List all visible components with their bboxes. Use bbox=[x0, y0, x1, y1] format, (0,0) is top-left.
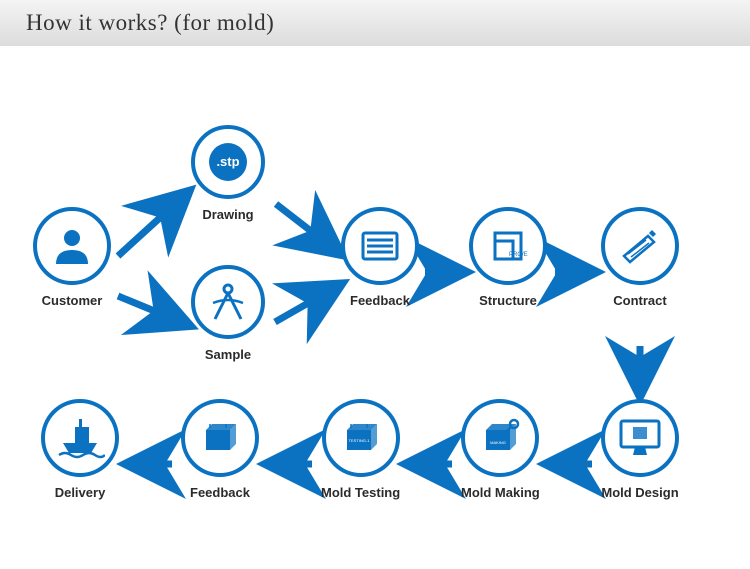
node-molddesign: Mold Design bbox=[601, 399, 679, 500]
node-feedback1: Feedback bbox=[341, 207, 419, 308]
node-label: Structure bbox=[479, 293, 537, 308]
arrow-drawing-to-feedback1 bbox=[276, 204, 338, 252]
compass-icon bbox=[191, 265, 265, 339]
lines-icon bbox=[341, 207, 419, 285]
ship-icon bbox=[41, 399, 119, 477]
arrow-customer-to-drawing bbox=[118, 194, 186, 256]
node-label: Drawing bbox=[202, 207, 253, 222]
node-label: Mold Making bbox=[461, 485, 540, 500]
node-label: Mold Testing bbox=[321, 485, 400, 500]
contract-icon bbox=[601, 207, 679, 285]
node-structure: PRO/E Structure bbox=[469, 207, 547, 308]
node-moldmaking: MAKING Mold Making bbox=[461, 399, 540, 500]
structure-icon: PRO/E bbox=[469, 207, 547, 285]
node-delivery: Delivery bbox=[41, 399, 119, 500]
svg-text:MAKING: MAKING bbox=[490, 440, 506, 445]
box-wrench-icon: MAKING bbox=[461, 399, 539, 477]
svg-text:PRO/E: PRO/E bbox=[509, 252, 528, 258]
node-label: Feedback bbox=[350, 293, 410, 308]
node-moldtesting: TESTING-1 Mold Testing bbox=[321, 399, 400, 500]
flow-canvas: Customer .stp Drawing Sample Feedback PRO/E St… bbox=[0, 46, 750, 569]
person-icon bbox=[33, 207, 111, 285]
header-title: How it works? (for mold) bbox=[26, 10, 274, 36]
node-label: Mold Design bbox=[601, 485, 678, 500]
node-label: Customer bbox=[42, 293, 103, 308]
svg-text:TESTING-1: TESTING-1 bbox=[348, 438, 370, 443]
header: How it works? (for mold) bbox=[0, 0, 750, 46]
arrow-sample-to-feedback1 bbox=[275, 286, 338, 322]
arrow-customer-to-sample bbox=[118, 296, 186, 324]
box-test-icon: TESTING-1 bbox=[322, 399, 400, 477]
node-feedback2: Feedback bbox=[181, 399, 259, 500]
box-icon bbox=[181, 399, 259, 477]
node-label: Contract bbox=[613, 293, 666, 308]
svg-text:.stp: .stp bbox=[216, 154, 239, 169]
monitor-icon bbox=[601, 399, 679, 477]
node-contract: Contract bbox=[601, 207, 679, 308]
node-sample: Sample bbox=[191, 265, 265, 362]
node-drawing: .stp Drawing bbox=[191, 125, 265, 222]
node-label: Sample bbox=[205, 347, 251, 362]
stp-icon: .stp bbox=[191, 125, 265, 199]
node-label: Feedback bbox=[190, 485, 250, 500]
node-label: Delivery bbox=[55, 485, 106, 500]
node-customer: Customer bbox=[33, 207, 111, 308]
